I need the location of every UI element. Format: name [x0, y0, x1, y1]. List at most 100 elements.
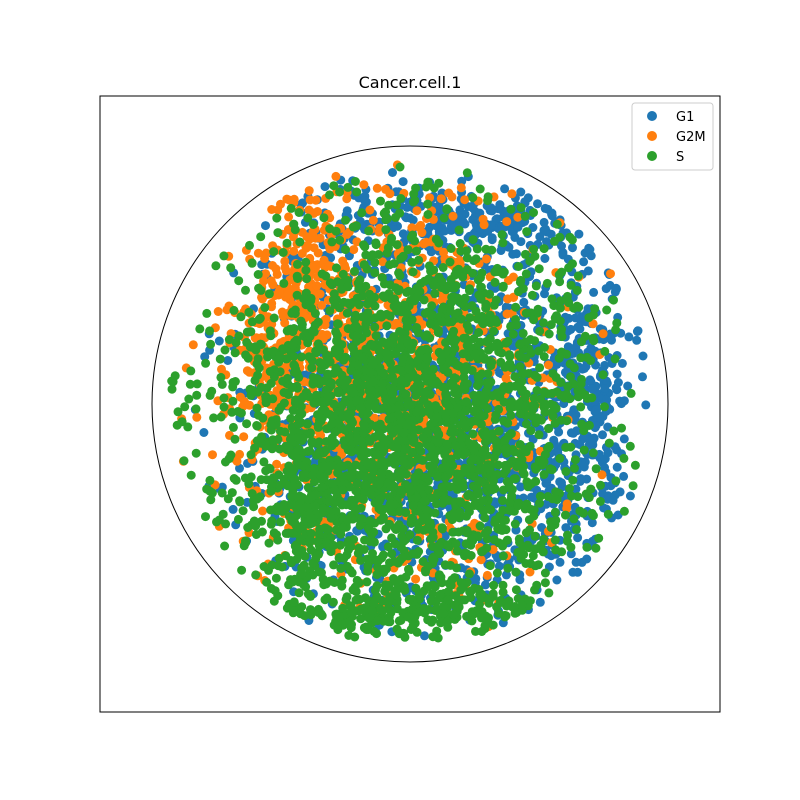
point-s: [581, 332, 590, 341]
point-g1: [612, 383, 621, 392]
point-g1: [573, 568, 582, 577]
point-g1: [572, 558, 581, 567]
point-s: [216, 355, 225, 364]
point-s: [532, 281, 541, 290]
point-g1: [541, 204, 550, 213]
point-s: [484, 346, 493, 355]
point-s: [561, 467, 570, 476]
point-g1: [447, 221, 456, 230]
point-s: [522, 227, 531, 236]
point-g2m: [502, 217, 511, 226]
point-g2m: [507, 189, 516, 198]
point-g1: [399, 177, 408, 186]
point-s: [600, 402, 609, 411]
point-s: [498, 230, 507, 239]
point-s: [522, 420, 531, 429]
point-g1: [556, 558, 565, 567]
point-s: [600, 347, 609, 356]
point-g1: [624, 332, 633, 341]
point-g1: [620, 396, 629, 405]
point-s: [359, 240, 368, 249]
point-s: [540, 470, 549, 479]
point-s: [498, 238, 507, 247]
point-s: [463, 168, 472, 177]
point-s: [372, 240, 381, 249]
point-s: [569, 514, 578, 523]
point-s: [448, 528, 457, 537]
point-s: [245, 241, 254, 250]
point-g2m: [240, 397, 249, 406]
point-g1: [399, 229, 408, 238]
point-s: [474, 291, 483, 300]
point-s: [391, 283, 400, 292]
point-s: [420, 277, 429, 286]
point-s: [447, 275, 456, 284]
point-g2m: [239, 432, 248, 441]
point-s: [512, 585, 521, 594]
point-s: [499, 588, 508, 597]
point-s: [534, 347, 543, 356]
chart-title: Cancer.cell.1: [359, 73, 462, 92]
point-s: [381, 207, 390, 216]
point-s: [522, 309, 531, 318]
point-s: [514, 287, 523, 296]
point-g2m: [385, 189, 394, 198]
point-s: [575, 507, 584, 516]
point-s: [341, 245, 350, 254]
point-s: [334, 320, 343, 329]
point-g1: [613, 463, 622, 472]
point-s: [202, 309, 211, 318]
point-s: [442, 399, 451, 408]
point-g2m: [290, 195, 299, 204]
point-s: [539, 547, 548, 556]
point-g1: [533, 199, 542, 208]
point-s: [551, 545, 560, 554]
point-s: [327, 237, 336, 246]
point-s: [563, 531, 572, 540]
point-s: [258, 414, 267, 423]
point-s: [359, 495, 368, 504]
point-g2m: [349, 245, 358, 254]
point-g1: [215, 337, 224, 346]
point-s: [195, 324, 204, 333]
point-s: [456, 239, 465, 248]
point-s: [307, 363, 316, 372]
point-s: [184, 395, 193, 404]
point-s: [247, 450, 256, 459]
point-s: [521, 445, 530, 454]
point-s: [517, 203, 526, 212]
point-g2m: [411, 575, 420, 584]
point-s: [360, 260, 369, 269]
point-s: [445, 579, 454, 588]
point-s: [470, 406, 479, 415]
point-s: [545, 330, 554, 339]
point-g1: [524, 193, 533, 202]
point-g2m: [284, 212, 293, 221]
point-s: [485, 290, 494, 299]
point-s: [462, 397, 471, 406]
point-s: [412, 247, 421, 256]
point-g1: [588, 436, 597, 445]
point-s: [561, 511, 570, 520]
point-g1: [515, 575, 524, 584]
point-s: [205, 487, 214, 496]
point-s: [295, 208, 304, 217]
point-g1: [588, 384, 597, 393]
point-s: [274, 470, 283, 479]
point-s: [251, 376, 260, 385]
point-s: [337, 340, 346, 349]
point-s: [269, 247, 278, 256]
point-g2m: [258, 507, 267, 516]
point-s: [309, 378, 318, 387]
point-s: [518, 542, 527, 551]
point-s: [205, 326, 214, 335]
point-s: [588, 509, 597, 518]
point-g2m: [313, 260, 322, 269]
point-s: [436, 575, 445, 584]
point-g1: [500, 184, 509, 193]
point-s: [529, 208, 538, 217]
point-s: [302, 274, 311, 283]
point-s: [362, 577, 371, 586]
point-s: [276, 517, 285, 526]
